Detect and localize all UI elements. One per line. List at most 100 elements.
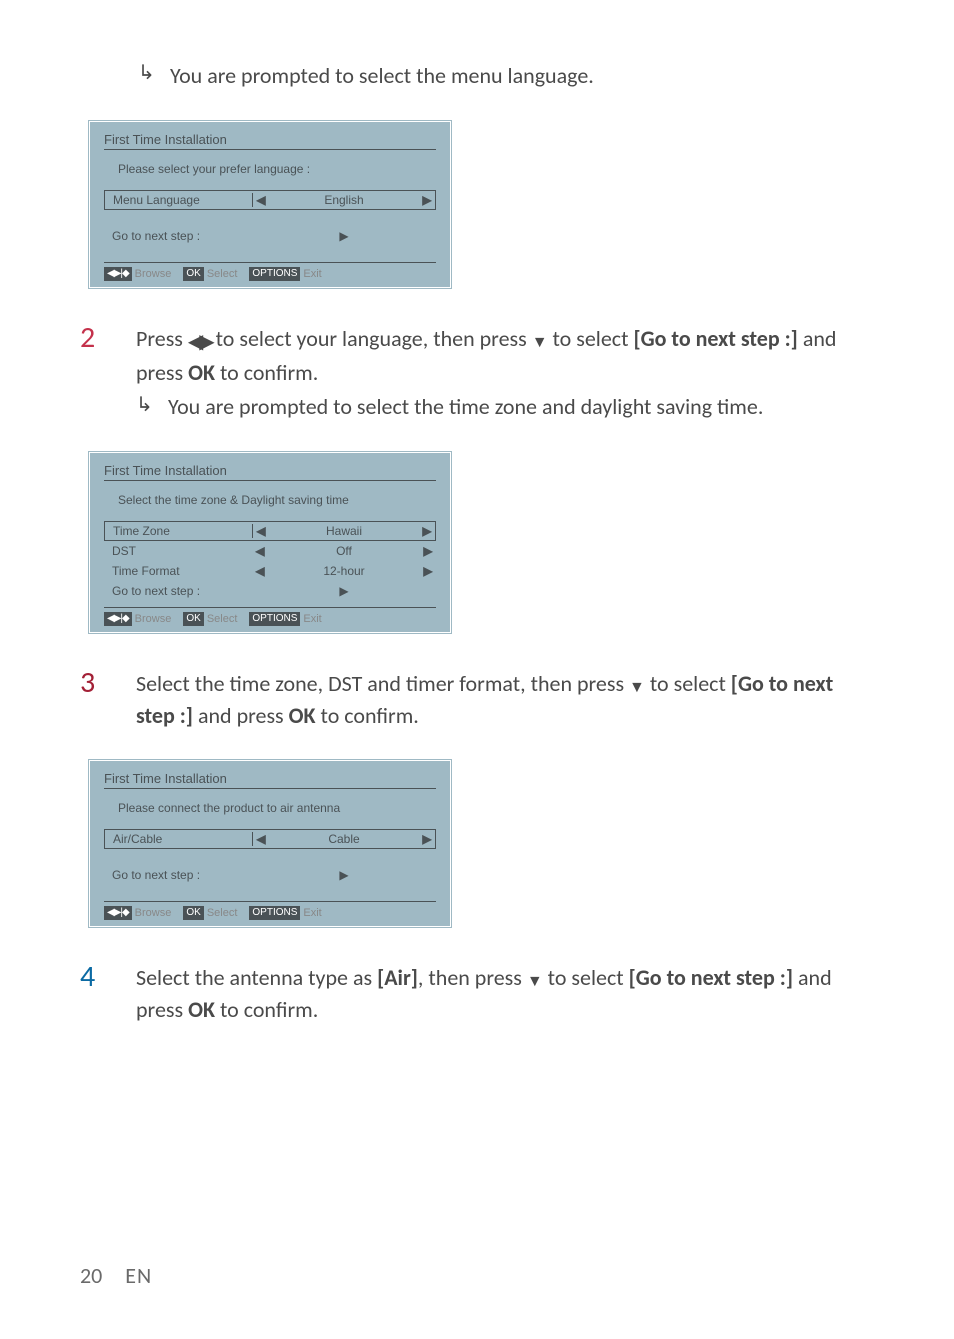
option-label: Menu Language	[105, 193, 253, 207]
t: to select	[548, 325, 634, 352]
t: Select the antenna type as	[136, 964, 377, 991]
t: to confirm.	[215, 996, 318, 1023]
down-icon: ▼	[629, 678, 645, 697]
bold-text: [Go to next step :]	[629, 964, 793, 991]
step-number: 2	[80, 319, 136, 356]
result-text: You are prompted to select the time zone…	[168, 391, 763, 423]
result-arrow-icon: ↳	[136, 391, 168, 420]
tv-footer: ◀▶|◆ Browse OK Select OPTIONS Exit	[104, 901, 436, 926]
tv-title: First Time Installation	[104, 771, 436, 786]
tv-subtitle: Please connect the product to air antenn…	[118, 801, 436, 815]
t: to select	[543, 964, 629, 991]
chevron-left-icon[interactable]	[252, 544, 268, 558]
page-footer: 20 EN	[80, 1262, 152, 1289]
option-label: DST	[104, 544, 252, 558]
result-bullet-row: ↳ You are prompted to select the menu la…	[138, 60, 874, 92]
bold-text: OK	[188, 359, 215, 386]
page-number: 20	[80, 1262, 102, 1289]
chevron-right-icon[interactable]	[268, 584, 420, 598]
tv-screen-antenna: First Time Installation Please connect t…	[88, 759, 452, 928]
tv-inner: First Time Installation Select the time …	[89, 452, 451, 633]
step-number: 3	[80, 664, 136, 701]
chevron-right-icon[interactable]	[268, 868, 420, 882]
browse-label: Browse	[135, 613, 172, 625]
bold-text: [Air]	[377, 964, 418, 991]
t: and press	[193, 702, 289, 729]
option-label: Go to next step :	[104, 584, 252, 598]
option-value: Off	[268, 544, 420, 558]
t: to confirm.	[316, 702, 419, 729]
down-icon: ▼	[532, 333, 548, 352]
step-2: 2 Press ◀▶ to select your language, then…	[80, 319, 874, 423]
result-arrow-icon: ↳	[138, 60, 170, 85]
option-value: English	[269, 193, 419, 207]
t: to select	[645, 670, 731, 697]
tv-subtitle: Please select your prefer language :	[118, 162, 436, 176]
options-tag: OPTIONS	[249, 906, 300, 920]
result-text: You are prompted to select the menu lang…	[170, 60, 594, 92]
t: Select the time zone, DST and timer form…	[136, 670, 629, 697]
tv-footer: ◀▶|◆ Browse OK Select OPTIONS Exit	[104, 262, 436, 287]
option-label: Go to next step :	[104, 868, 252, 882]
step-text: Select the antenna type as [Air], then p…	[136, 958, 874, 1026]
chevron-left-icon[interactable]	[253, 832, 269, 846]
t: to select your language, then press	[211, 325, 532, 352]
step-text: Press ◀▶ to select your language, then p…	[136, 319, 874, 423]
bold-text: OK	[289, 702, 316, 729]
exit-label: Exit	[303, 268, 321, 280]
bold-text: [Go to next step :]	[633, 325, 797, 352]
option-row-menu-language[interactable]: Menu Language English	[104, 190, 436, 210]
chevron-right-icon[interactable]	[419, 832, 435, 846]
option-value: Cable	[269, 832, 419, 846]
select-label: Select	[207, 907, 238, 919]
ok-tag: OK	[183, 612, 203, 626]
option-row-next-step[interactable]: Go to next step :	[104, 865, 436, 885]
down-icon: ▼	[527, 972, 543, 991]
t: , then press	[418, 964, 527, 991]
divider	[104, 149, 436, 150]
option-row-next-step[interactable]: Go to next step :	[104, 226, 436, 246]
chevron-right-icon[interactable]	[420, 544, 436, 558]
option-row-air-cable[interactable]: Air/Cable Cable	[104, 829, 436, 849]
tv-title: First Time Installation	[104, 463, 436, 478]
option-value: Hawaii	[269, 524, 419, 538]
step-number: 4	[80, 958, 136, 995]
step-4: 4 Select the antenna type as [Air], then…	[80, 958, 874, 1026]
tv-title: First Time Installation	[104, 132, 436, 147]
step-3: 3 Select the time zone, DST and timer fo…	[80, 664, 874, 732]
option-row-next-step[interactable]: Go to next step :	[104, 581, 436, 601]
options-tag: OPTIONS	[249, 612, 300, 626]
browse-label: Browse	[135, 268, 172, 280]
exit-label: Exit	[303, 907, 321, 919]
browse-arrows-icon: ◀▶|◆	[104, 612, 132, 626]
browse-arrows-icon: ◀▶|◆	[104, 267, 132, 281]
chevron-right-icon[interactable]	[419, 524, 435, 538]
option-row-dst[interactable]: DST Off	[104, 541, 436, 561]
chevron-left-icon[interactable]	[253, 193, 269, 207]
option-value: 12-hour	[268, 564, 420, 578]
chevron-right-icon[interactable]	[419, 193, 435, 207]
step-text: Select the time zone, DST and timer form…	[136, 664, 874, 732]
left-right-icon: ◀▶	[188, 330, 211, 354]
option-label: Air/Cable	[105, 832, 253, 846]
tv-screen-timezone: First Time Installation Select the time …	[88, 451, 452, 634]
tv-footer: ◀▶|◆ Browse OK Select OPTIONS Exit	[104, 607, 436, 632]
chevron-right-icon[interactable]	[268, 229, 420, 243]
browse-arrows-icon: ◀▶|◆	[104, 906, 132, 920]
tv-inner: First Time Installation Please select yo…	[89, 121, 451, 288]
option-row-time-format[interactable]: Time Format 12-hour	[104, 561, 436, 581]
tv-screen-language: First Time Installation Please select yo…	[88, 120, 452, 289]
select-label: Select	[207, 613, 238, 625]
chevron-left-icon[interactable]	[253, 524, 269, 538]
divider	[104, 788, 436, 789]
option-label: Time Format	[104, 564, 252, 578]
options-tag: OPTIONS	[249, 267, 300, 281]
page-lang: EN	[125, 1262, 152, 1289]
divider	[104, 480, 436, 481]
tv-inner: First Time Installation Please connect t…	[89, 760, 451, 927]
option-row-timezone[interactable]: Time Zone Hawaii	[104, 521, 436, 541]
chevron-left-icon[interactable]	[252, 564, 268, 578]
exit-label: Exit	[303, 613, 321, 625]
option-label: Go to next step :	[104, 229, 252, 243]
chevron-right-icon[interactable]	[420, 564, 436, 578]
